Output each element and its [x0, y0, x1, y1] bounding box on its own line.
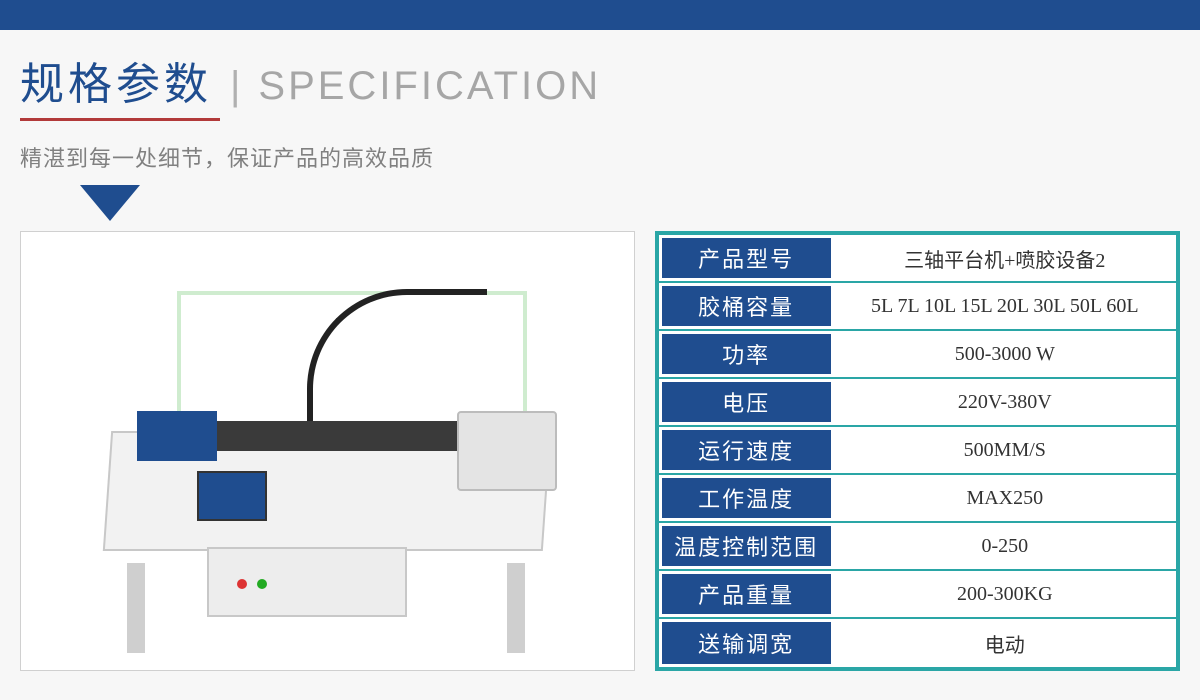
spec-row: 功率500-3000 W — [659, 331, 1176, 379]
spec-table: 产品型号三轴平台机+喷胶设备2胶桶容量5L 7L 10L 15L 20L 30L… — [655, 231, 1180, 671]
spec-row: 产品重量200-300KG — [659, 571, 1176, 619]
machine-leg — [507, 563, 525, 653]
spec-row: 温度控制范围0-250 — [659, 523, 1176, 571]
content-area: 产品型号三轴平台机+喷胶设备2胶桶容量5L 7L 10L 15L 20L 30L… — [0, 221, 1200, 671]
spec-label: 工作温度 — [659, 475, 834, 521]
spec-value: 220V-380V — [834, 379, 1176, 425]
spec-value: 500-3000 W — [834, 331, 1176, 377]
spec-row: 送输调宽电动 — [659, 619, 1176, 667]
spec-row: 产品型号三轴平台机+喷胶设备2 — [659, 235, 1176, 283]
machine-leg — [127, 563, 145, 653]
spec-label: 产品型号 — [659, 235, 834, 281]
spec-row: 胶桶容量5L 7L 10L 15L 20L 30L 50L 60L — [659, 283, 1176, 331]
spec-row: 工作温度MAX250 — [659, 475, 1176, 523]
spec-label: 功率 — [659, 331, 834, 377]
spec-value: 0-250 — [834, 523, 1176, 569]
spec-label: 运行速度 — [659, 427, 834, 473]
spec-label: 温度控制范围 — [659, 523, 834, 569]
spec-value: 电动 — [834, 619, 1176, 667]
spec-label: 送输调宽 — [659, 619, 834, 667]
title-underline — [20, 118, 220, 121]
title-divider: | — [230, 64, 240, 109]
title-en: SPECIFICATION — [258, 64, 601, 109]
title-section: 规格参数 | SPECIFICATION 精湛到每一处细节，保证产品的高效品质 — [0, 30, 1200, 221]
spec-label: 胶桶容量 — [659, 283, 834, 329]
pointer-triangle-icon — [80, 185, 140, 221]
machine-control-unit — [457, 411, 557, 491]
machine-blue-module — [137, 411, 217, 461]
spec-row: 运行速度500MM/S — [659, 427, 1176, 475]
spec-value: 三轴平台机+喷胶设备2 — [834, 235, 1176, 281]
title-row: 规格参数 | SPECIFICATION — [20, 48, 1200, 112]
header-bar — [0, 0, 1200, 30]
spec-value: 200-300KG — [834, 571, 1176, 617]
machine-touchscreen — [197, 471, 267, 521]
spec-value: MAX250 — [834, 475, 1176, 521]
spec-label: 电压 — [659, 379, 834, 425]
spec-row: 电压220V-380V — [659, 379, 1176, 427]
spec-value: 5L 7L 10L 15L 20L 30L 50L 60L — [834, 283, 1176, 329]
machine-illustration — [77, 271, 577, 631]
spec-label: 产品重量 — [659, 571, 834, 617]
spec-value: 500MM/S — [834, 427, 1176, 473]
subtitle: 精湛到每一处细节，保证产品的高效品质 — [20, 141, 1200, 173]
product-image — [20, 231, 635, 671]
title-cn: 规格参数 — [20, 48, 212, 112]
machine-front-panel — [207, 547, 407, 617]
